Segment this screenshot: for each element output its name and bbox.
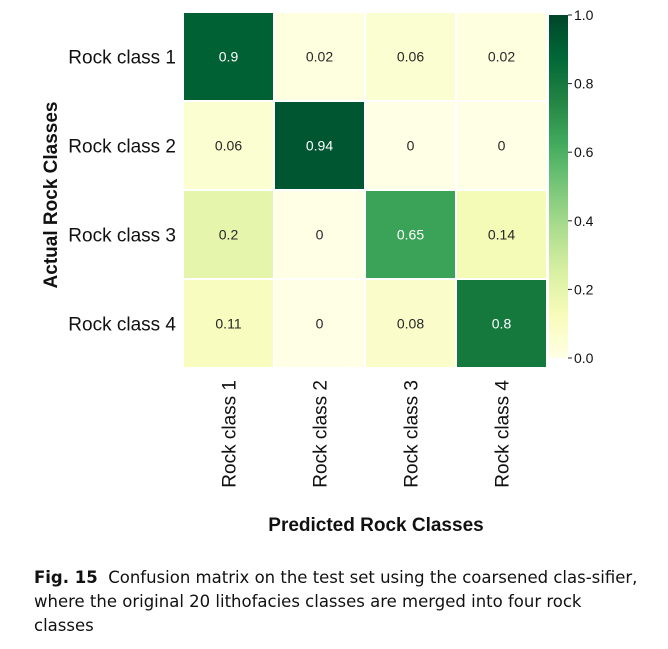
confusion-matrix-chart: 0.9 0.02 0.06 0.02 0.06 0.94 0 0 0.2 0 0.65 0.14 0.1… (41, 7, 594, 536)
heatmap-cell (273, 100, 366, 191)
cell-value-label: 0 (407, 138, 415, 154)
colorbar-tick-label: 1.0 (574, 7, 594, 23)
colorbar-tick-label: 0.0 (574, 350, 594, 366)
y-tick-label: Rock class 1 (68, 48, 176, 69)
y-tick-label: Rock class 3 (68, 226, 176, 247)
y-axis-label: Actual Rock Classes (41, 102, 62, 289)
cell-value-label: 0 (316, 316, 324, 332)
heatmap-cell (182, 11, 275, 102)
figure-caption: Fig. 15 Confusion matrix on the test set… (34, 566, 644, 638)
heatmap-cell-labels: 0.9 0.02 0.06 0.02 0.06 0.94 0 0 0.2 0 0.65 0.14 0.1… (215, 49, 515, 332)
cell-value-label: 0.2 (219, 227, 239, 243)
heatmap-cell (273, 189, 366, 280)
heatmap-cell (273, 278, 366, 369)
cell-value-label: 0.14 (488, 227, 515, 243)
heatmap-cell (455, 100, 548, 191)
cell-value-label: 0.08 (397, 316, 424, 332)
cell-value-label: 0.11 (215, 316, 241, 332)
colorbar (549, 15, 568, 358)
cell-value-label: 0.94 (306, 138, 333, 154)
cell-value-label: 0.9 (219, 49, 239, 65)
cell-value-label: 0 (316, 227, 324, 243)
x-tick-label: Rock class 1 (220, 380, 241, 488)
cell-value-label: 0.02 (488, 49, 515, 65)
colorbar-tick-label: 0.8 (574, 76, 594, 92)
colorbar-tick-label: 0.4 (574, 213, 594, 229)
heatmap-cells (182, 11, 548, 369)
heatmap-cell (273, 11, 366, 102)
figure-label: Fig. 15 (34, 568, 98, 587)
x-tick-label: Rock class 4 (493, 380, 514, 488)
cell-value-label: 0.8 (492, 316, 512, 332)
cell-value-label: 0.65 (397, 227, 424, 243)
heatmap-cell (455, 189, 548, 280)
y-tick-label: Rock class 4 (68, 315, 176, 336)
heatmap-cell (455, 278, 548, 369)
x-tick-label: Rock class 2 (311, 380, 332, 488)
colorbar-ticks: 0.0 0.2 0.4 0.6 0.8 1.0 (568, 7, 594, 366)
cell-value-label: 0.06 (215, 138, 242, 154)
x-axis-label: Predicted Rock Classes (268, 515, 483, 536)
colorbar-tick-label: 0.2 (574, 281, 594, 297)
x-axis-tick-labels: Rock class 1 Rock class 2 Rock class 3 Rock… (220, 380, 514, 488)
heatmap-cell (182, 278, 275, 369)
cell-value-label: 0.06 (397, 49, 424, 65)
cell-value-label: 0.02 (306, 49, 333, 65)
x-tick-label: Rock class 3 (402, 380, 423, 488)
heatmap-cell (455, 11, 548, 102)
caption-text: Confusion matrix on the test set using t… (34, 568, 638, 635)
y-axis-tick-labels: Rock class 1 Rock class 2 Rock class 3 Rock… (68, 48, 176, 336)
colorbar-tick-label: 0.6 (574, 144, 594, 160)
y-tick-label: Rock class 2 (68, 137, 176, 158)
cell-value-label: 0 (498, 138, 506, 154)
